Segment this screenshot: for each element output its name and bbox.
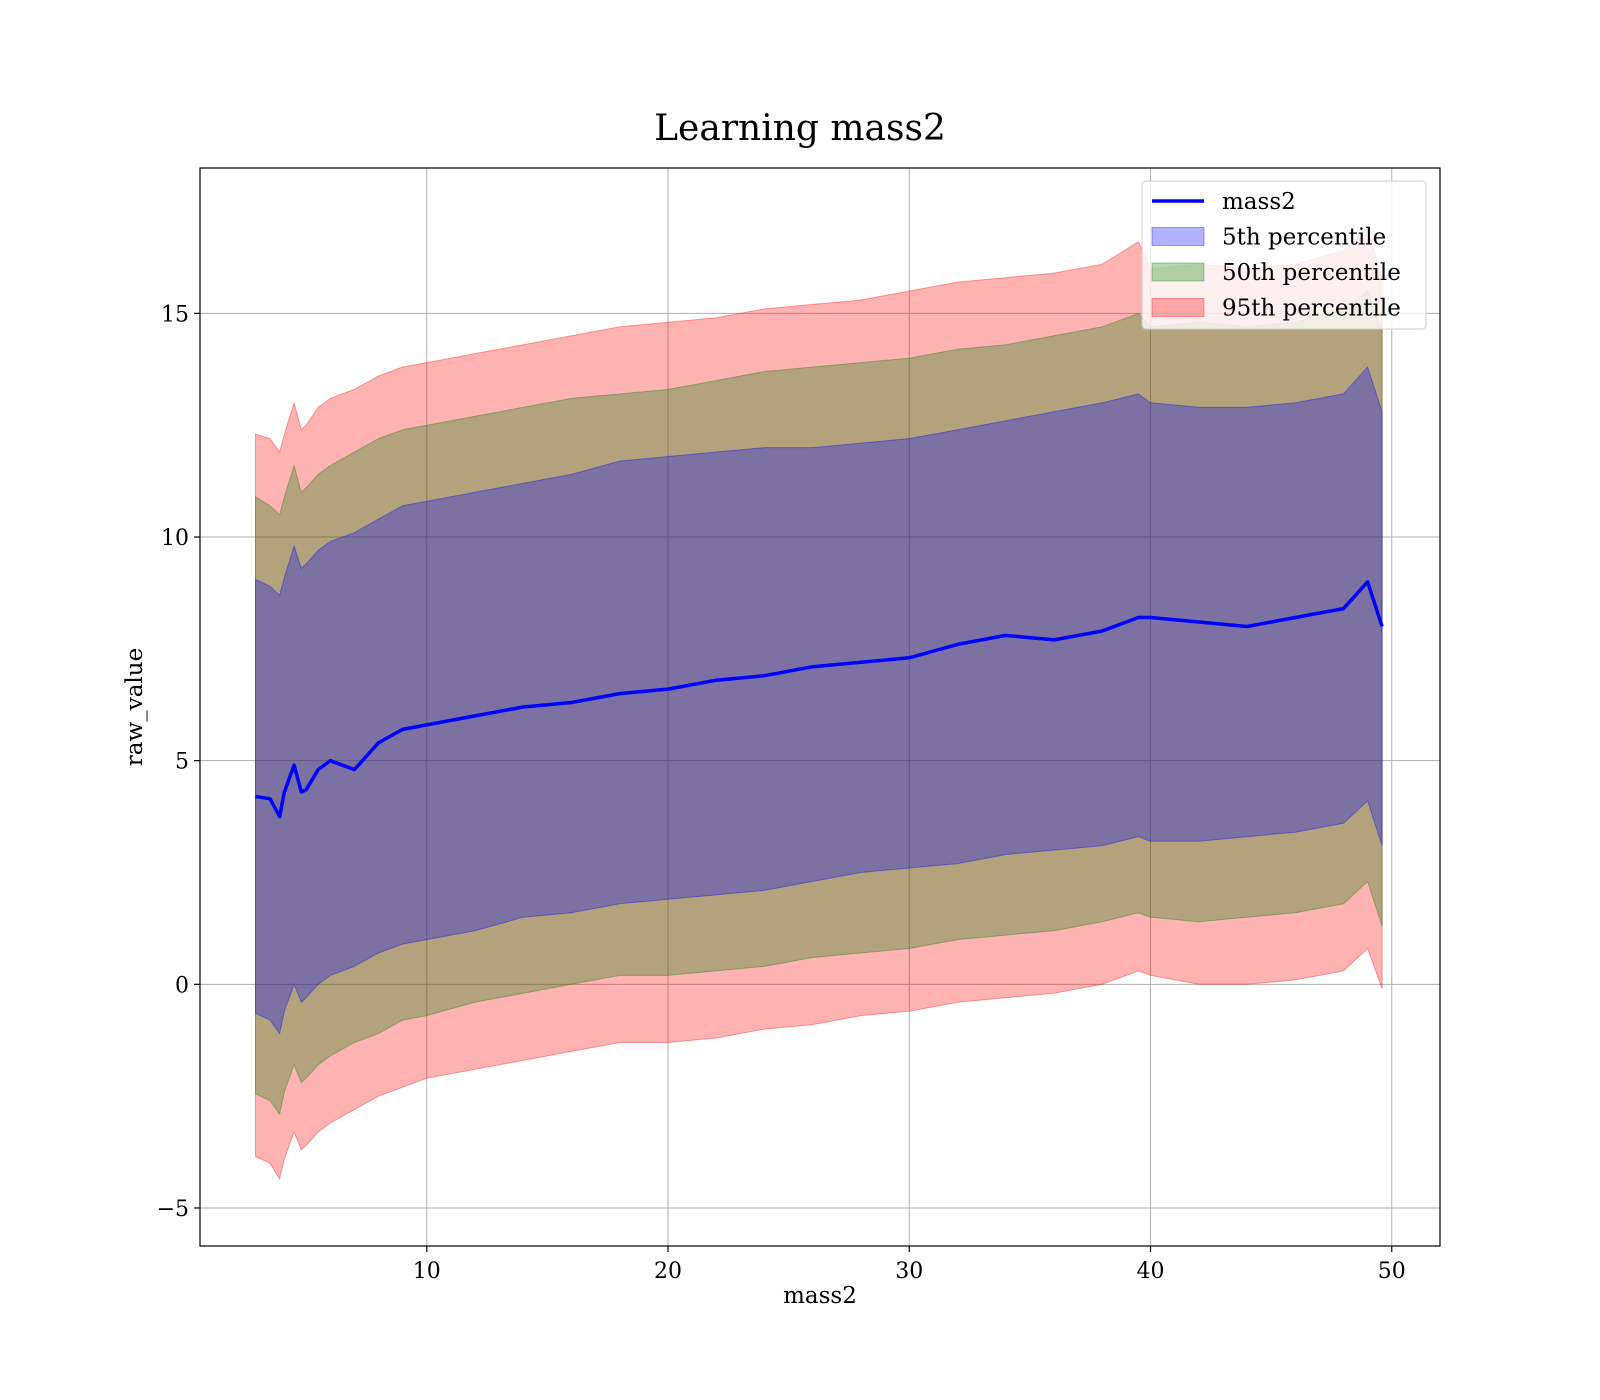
legend-label-0: mass2 [1222,189,1296,215]
legend-swatch-3 [1151,298,1205,317]
chart-title: Learning mass2 [654,108,946,149]
y-tick-label-3: 10 [161,526,189,551]
x-axis-label: mass2 [783,1283,857,1309]
y-tick-label-4: 15 [161,302,189,327]
y-tick-label-1: 0 [175,973,189,998]
legend: mass2 5th percentile 50th percentile 95th p… [1141,180,1427,330]
x-tick-label-1: 20 [654,1259,682,1284]
band-95th-percentile [255,227,1383,1181]
series-line-mass2 [255,580,1384,819]
legend-label-3: 95th percentile [1222,296,1401,322]
legend-box [1141,180,1427,330]
legend-label-1: 5th percentile [1222,225,1386,251]
legend-swatch-2 [1151,262,1205,282]
legend-label-2: 50th percentile [1222,260,1401,286]
x-tick-label-3: 40 [1137,1259,1165,1284]
y-tick-label-0: −5 [157,1197,189,1222]
legend-swatch-1 [1151,227,1205,246]
plot-frame [199,167,1441,1247]
y-tick-label-2: 5 [175,750,189,775]
band-5th-percentile [255,366,1383,1035]
y-axis-label: raw_value [122,648,148,766]
x-tick-label-0: 10 [413,1259,441,1284]
band-50th-percentile [255,290,1383,1116]
tick-layer: 10 20 30 40 50 −5 0 5 10 15 [157,302,1406,1284]
x-tick-label-2: 30 [895,1259,923,1284]
x-tick-label-4: 50 [1378,1259,1406,1284]
line-layer [255,580,1384,819]
band-layer [255,227,1383,1181]
